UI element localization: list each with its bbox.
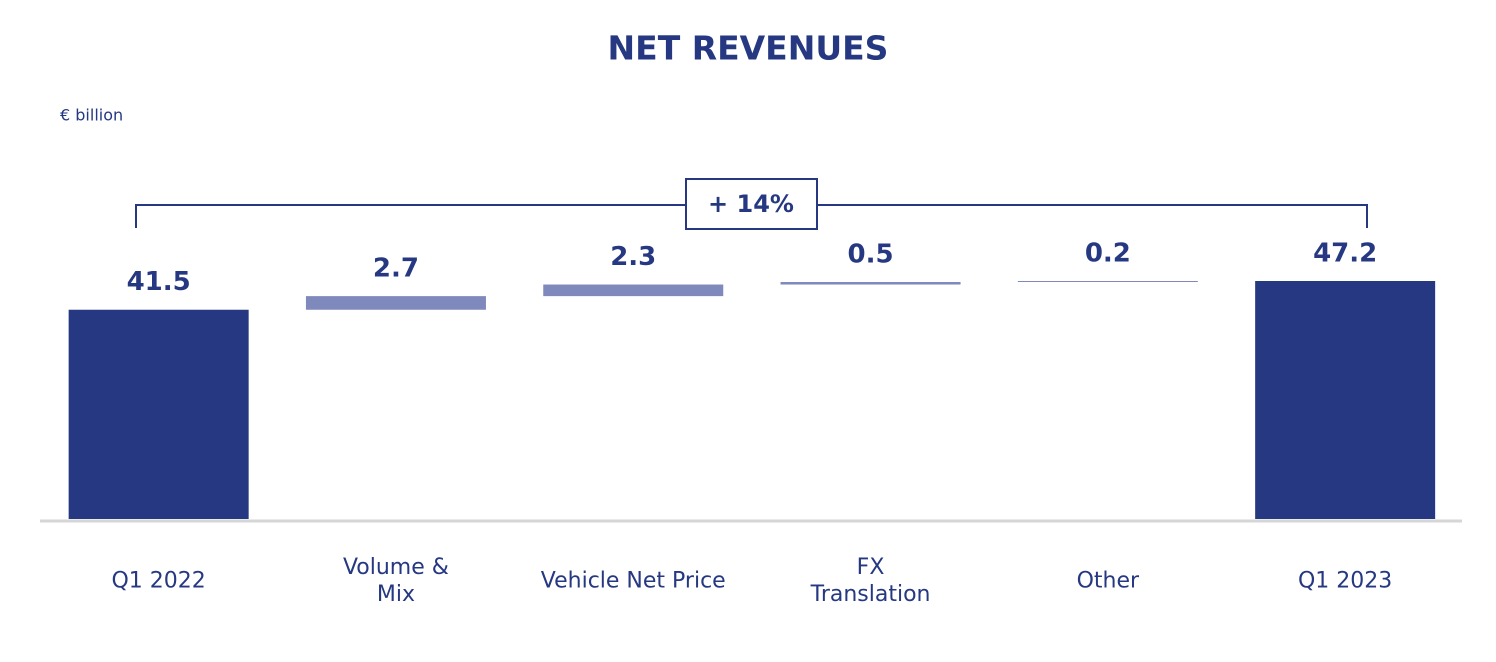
- value-label: 0.2: [1085, 239, 1131, 269]
- unit-label: € billion: [60, 106, 123, 125]
- x-tick-label: Volume & Mix: [342, 555, 449, 607]
- value-label: 41.5: [127, 267, 191, 297]
- x-tick-label: Other: [1076, 568, 1140, 594]
- value-label: 47.2: [1313, 239, 1377, 269]
- delta-bar: [543, 284, 724, 297]
- x-tick-label: Q1 2023: [1297, 568, 1393, 594]
- x-tick-label: Vehicle Net Price: [540, 568, 726, 594]
- bracket: [135, 204, 1368, 228]
- delta-bar: [305, 296, 486, 310]
- delta-bar: [1017, 281, 1198, 283]
- x-tick-label: Q1 2022: [111, 568, 206, 594]
- annotation: + 14%: [708, 190, 794, 218]
- total-bar: [1255, 281, 1436, 519]
- total-bar: [68, 309, 249, 519]
- value-label: 0.5: [848, 240, 894, 270]
- x-tick-label: FX Translation: [810, 555, 931, 607]
- value-label: 2.7: [373, 254, 419, 284]
- value-label: 2.3: [610, 242, 656, 272]
- annotation-box: [685, 178, 818, 230]
- chart-title: NET REVENUES: [608, 29, 889, 68]
- delta-bar: [780, 282, 961, 285]
